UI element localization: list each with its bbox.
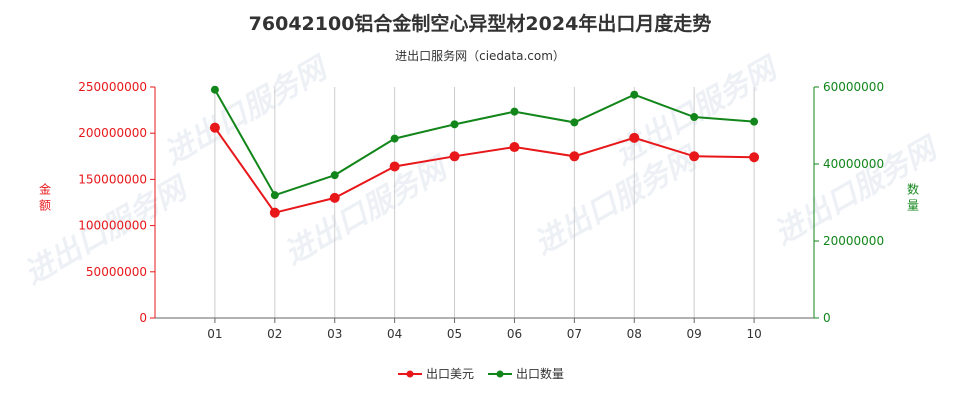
chart-title: 76042100铝合金制空心异型材2024年出口月度走势 <box>248 13 712 35</box>
data-point <box>509 142 520 153</box>
series-line <box>214 127 755 214</box>
left-tick-label: 50000000 <box>86 265 147 279</box>
watermark-text: 进出口服务网 <box>159 50 336 172</box>
left-tick-label: 0 <box>139 311 147 325</box>
series-layer <box>209 85 760 218</box>
left-tick-label: 100000000 <box>78 219 147 233</box>
data-point <box>690 113 699 122</box>
x-tick-label: 07 <box>567 327 582 341</box>
x-tick-label: 08 <box>627 327 642 341</box>
chart-subtitle: 进出口服务网（ciedata.com） <box>395 49 565 63</box>
legend: 出口美元 出口数量 <box>398 366 564 381</box>
x-tick-label: 09 <box>687 327 702 341</box>
legend-swatch-marker <box>496 370 504 378</box>
legend-item: 出口数量 <box>488 366 564 381</box>
watermark-text: 进出口服务网 <box>279 150 456 272</box>
series-line <box>214 89 755 197</box>
left-tick-label: 150000000 <box>78 172 147 186</box>
data-point <box>689 151 700 162</box>
data-point <box>330 171 339 180</box>
data-point <box>449 151 460 162</box>
data-point <box>629 132 640 143</box>
x-tick-label: 06 <box>507 327 522 341</box>
data-point <box>270 191 279 200</box>
data-point <box>510 107 519 116</box>
legend-swatch-marker <box>406 370 414 378</box>
data-point <box>329 192 340 203</box>
x-tick-label: 02 <box>267 327 282 341</box>
series-2 <box>210 85 759 200</box>
x-tick-label: 10 <box>746 327 761 341</box>
data-point <box>389 161 400 172</box>
right-tick-label: 40000000 <box>823 157 884 171</box>
data-point <box>210 85 219 94</box>
series-1 <box>209 122 760 218</box>
data-point <box>450 120 459 129</box>
left-tick-label: 250000000 <box>78 80 147 94</box>
legend-item: 出口美元 <box>398 367 474 381</box>
axes-layer: 0500000001000000001500000002000000002500… <box>39 80 919 341</box>
x-tick-label: 04 <box>387 327 402 341</box>
right-tick-label: 60000000 <box>823 80 884 94</box>
right-tick-label: 0 <box>823 311 831 325</box>
data-point <box>569 151 580 162</box>
right-axis-title: 数量 <box>907 182 919 213</box>
legend-label: 出口美元 <box>426 367 474 381</box>
data-point <box>570 118 579 127</box>
data-point <box>750 117 759 126</box>
left-axis-title: 金额 <box>39 182 51 213</box>
data-point <box>749 152 760 163</box>
right-tick-label: 20000000 <box>823 234 884 248</box>
x-tick-label: 05 <box>447 327 462 341</box>
data-point <box>390 134 399 143</box>
legend-label: 出口数量 <box>516 366 564 381</box>
left-tick-label: 200000000 <box>78 126 147 140</box>
x-tick-label: 03 <box>327 327 342 341</box>
data-point <box>630 90 639 99</box>
x-tick-label: 01 <box>207 327 222 341</box>
data-point <box>209 122 220 133</box>
data-point <box>269 207 280 218</box>
